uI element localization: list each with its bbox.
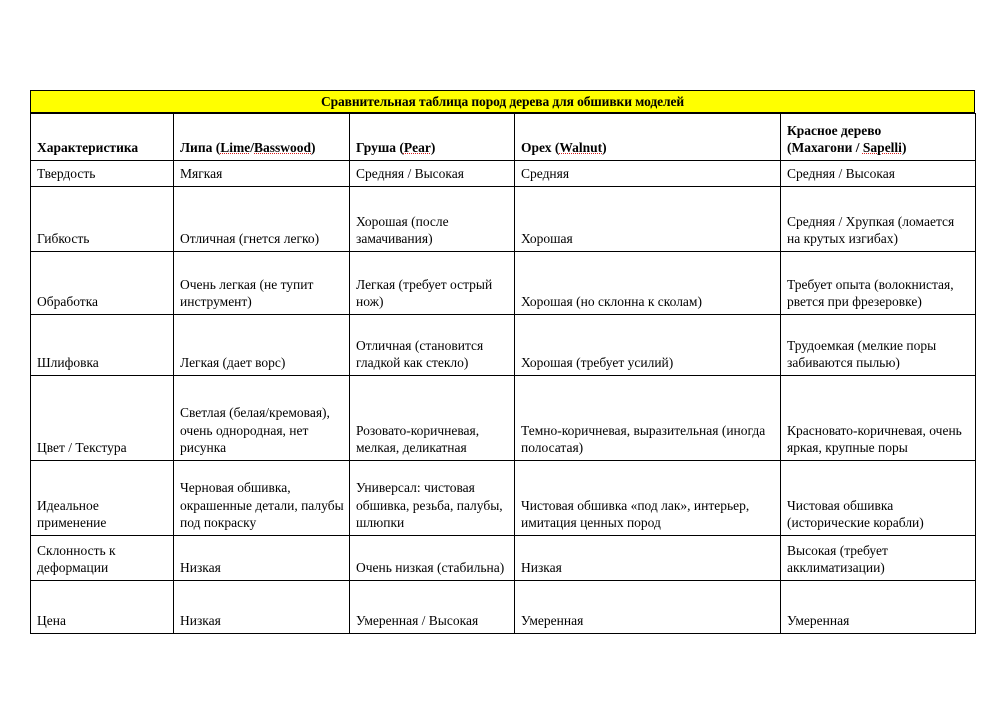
cell-mahogany: Средняя / Высокая: [780, 160, 976, 187]
cell-walnut: Чистовая обшивка «под лак», интерьер, им…: [514, 460, 781, 536]
cell-lime: Мягкая: [173, 160, 350, 187]
cell-mahogany: Красновато-коричневая, очень яркая, круп…: [780, 375, 976, 461]
cell-lime: Светлая (белая/кремовая), очень однородн…: [173, 375, 350, 461]
table-row: Твердость Мягкая Средняя / Высокая Средн…: [30, 160, 976, 187]
cell-lime: Легкая (дает ворс): [173, 314, 350, 376]
column-header-walnut-main: Орех (: [521, 140, 560, 156]
cell-lime: Отличная (гнется легко): [173, 186, 350, 252]
cell-pear: Средняя / Высокая: [349, 160, 515, 187]
table-header-row: Характеристика Липа (Lime/Basswood) Груш…: [30, 113, 976, 161]
column-header-mahogany: Красное дерево (Махагони / Sapelli): [780, 113, 976, 161]
column-header-mahogany-line2-main: (Махагони /: [787, 140, 863, 156]
table-title-banner: Сравнительная таблица пород дерева для о…: [30, 90, 975, 113]
cell-pear: Универсал: чистовая обшивка, резьба, пал…: [349, 460, 515, 536]
cell-walnut: Средняя: [514, 160, 781, 187]
column-header-pear-close: ): [430, 140, 436, 156]
cell-feature: Цена: [30, 580, 174, 634]
cell-pear: Умеренная / Высокая: [349, 580, 515, 634]
cell-mahogany: Высокая (требует акклиматизации): [780, 535, 976, 581]
column-header-lime: Липа (Lime/Basswood): [173, 113, 350, 161]
cell-pear: Легкая (требует острый нож): [349, 251, 515, 315]
column-header-pear: Груша (Pear): [349, 113, 515, 161]
table-body: Твердость Мягкая Средняя / Высокая Средн…: [30, 160, 976, 634]
column-header-lime-foreign-b: Basswood: [254, 140, 312, 156]
wood-comparison-table: Характеристика Липа (Lime/Basswood) Груш…: [30, 113, 976, 634]
cell-mahogany: Умеренная: [780, 580, 976, 634]
cell-walnut: Хорошая (требует усилий): [514, 314, 781, 376]
cell-feature: Обработка: [30, 251, 174, 315]
table-row: Склонность к деформации Низкая Очень низ…: [30, 535, 976, 581]
column-header-mahogany-foreign: Sapelli: [862, 140, 902, 156]
column-header-lime-main: Липа (: [180, 140, 221, 156]
cell-mahogany: Трудоемкая (мелкие поры забиваются пылью…: [780, 314, 976, 376]
cell-lime: Очень легкая (не тупит инструмент): [173, 251, 350, 315]
cell-lime: Черновая обшивка, окрашенные детали, пал…: [173, 460, 350, 536]
column-header-feature: Характеристика: [30, 113, 174, 161]
cell-feature: Твердость: [30, 160, 174, 187]
column-header-lime-close: ): [311, 140, 316, 156]
cell-pear: Розовато-коричневая, мелкая, деликатная: [349, 375, 515, 461]
cell-feature: Гибкость: [30, 186, 174, 252]
cell-mahogany: Требует опыта (волокнистая, рвется при ф…: [780, 251, 976, 315]
table-row: Обработка Очень легкая (не тупит инструм…: [30, 251, 976, 315]
column-header-mahogany-line1: Красное дерево: [787, 122, 882, 138]
cell-feature: Шлифовка: [30, 314, 174, 376]
cell-feature: Цвет / Текстура: [30, 375, 174, 461]
cell-pear: Очень низкая (стабильна): [349, 535, 515, 581]
cell-walnut: Низкая: [514, 535, 781, 581]
table-header: Характеристика Липа (Lime/Basswood) Груш…: [30, 113, 976, 161]
cell-pear: Хорошая (после замачивания): [349, 186, 515, 252]
table-row: Цвет / Текстура Светлая (белая/кремовая)…: [30, 375, 976, 461]
cell-feature: Идеальное применение: [30, 460, 174, 536]
column-header-lime-foreign-a: Lime: [220, 140, 251, 156]
cell-walnut: Хорошая: [514, 186, 781, 252]
cell-pear: Отличная (становится гладкой как стекло): [349, 314, 515, 376]
column-header-pear-foreign: Pear: [403, 140, 431, 156]
cell-walnut: Умеренная: [514, 580, 781, 634]
column-header-walnut-foreign: Walnut: [559, 140, 603, 156]
cell-mahogany: Средняя / Хрупкая (ломается на крутых из…: [780, 186, 976, 252]
table-row: Шлифовка Легкая (дает ворс) Отличная (ст…: [30, 314, 976, 376]
cell-feature: Склонность к деформации: [30, 535, 174, 581]
cell-mahogany: Чистовая обшивка (исторические корабли): [780, 460, 976, 536]
column-header-walnut-close: ): [602, 140, 607, 156]
cell-walnut: Хорошая (но склонна к сколам): [514, 251, 781, 315]
column-header-walnut: Орех (Walnut): [514, 113, 781, 161]
table-row: Идеальное применение Черновая обшивка, о…: [30, 460, 976, 536]
column-header-pear-main: Груша (: [356, 140, 404, 156]
cell-lime: Низкая: [173, 580, 350, 634]
table-row: Цена Низкая Умеренная / Высокая Умеренна…: [30, 580, 976, 634]
cell-walnut: Темно-коричневая, выразительная (иногда …: [514, 375, 781, 461]
table-row: Гибкость Отличная (гнется легко) Хорошая…: [30, 186, 976, 252]
column-header-mahogany-close: ): [901, 140, 907, 156]
cell-lime: Низкая: [173, 535, 350, 581]
column-header-feature-label: Характеристика: [37, 140, 139, 156]
column-header-lime-sep: /: [250, 140, 255, 156]
